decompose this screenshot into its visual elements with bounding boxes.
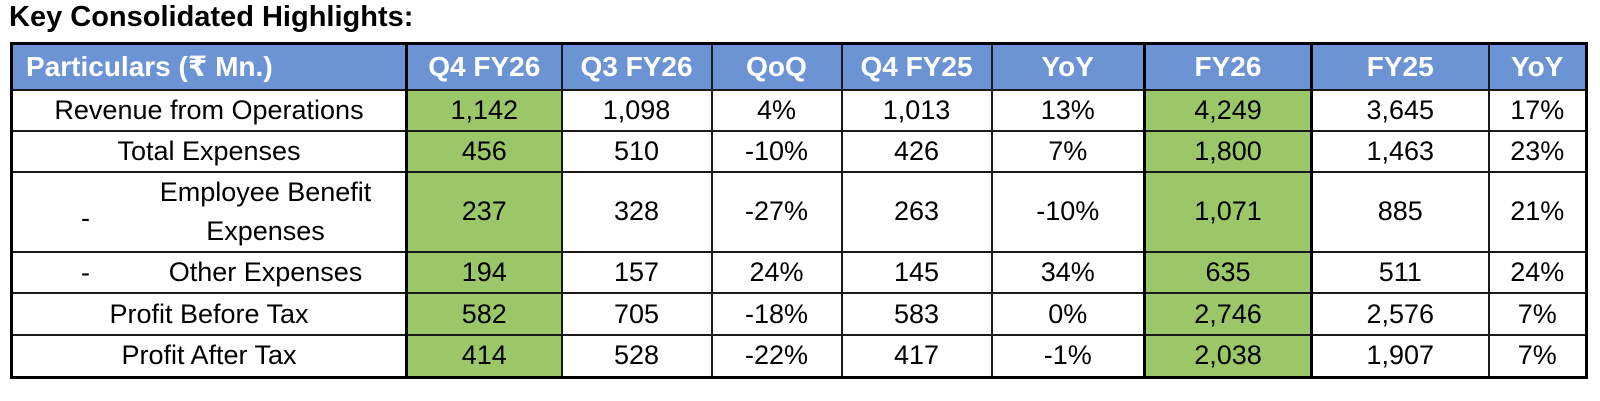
value-cell: 145 xyxy=(840,251,993,295)
value-cell: 1,800 xyxy=(1143,129,1313,173)
table-header-cell: YoY xyxy=(1487,42,1588,91)
row-label-cell: - Other Expenses xyxy=(10,251,408,295)
value-cell: 583 xyxy=(840,292,993,337)
value-cell: 7% xyxy=(1487,292,1588,337)
value-cell: 194 xyxy=(405,251,563,295)
value-cell: 157 xyxy=(560,251,713,295)
value-cell: 34% xyxy=(990,251,1146,295)
value-cell: 7% xyxy=(990,129,1146,173)
value-cell: 4% xyxy=(710,88,843,132)
value-cell: 4,249 xyxy=(1143,88,1313,132)
value-cell: -18% xyxy=(710,292,843,337)
value-cell: 1,013 xyxy=(840,88,993,132)
value-cell: -10% xyxy=(990,170,1146,254)
value-cell: -10% xyxy=(710,129,843,173)
value-cell: 1,071 xyxy=(1143,170,1313,254)
value-cell: 2,576 xyxy=(1310,292,1490,337)
table-row: Revenue from Operations 1,142 1,098 4% 1,013… xyxy=(10,88,1588,132)
row-label-cell: Profit Before Tax xyxy=(10,292,408,337)
highlights-table: Particulars (₹ Mn.) Q4 FY26 Q3 FY26 QoQ Q4 F… xyxy=(10,42,1588,379)
table-header: Particulars (₹ Mn.) Q4 FY26 Q3 FY26 QoQ Q4 F… xyxy=(10,42,1588,91)
table-header-cell: FY26 xyxy=(1143,42,1313,91)
value-cell: 426 xyxy=(840,129,993,173)
value-cell: 2,746 xyxy=(1143,292,1313,337)
table-header-cell: Particulars (₹ Mn.) xyxy=(10,42,408,91)
value-cell: 13% xyxy=(990,88,1146,132)
table-header-cell: QoQ xyxy=(710,42,843,91)
value-cell: 21% xyxy=(1487,170,1588,254)
value-cell: 705 xyxy=(560,292,713,337)
value-cell: 24% xyxy=(1487,251,1588,295)
value-cell: 456 xyxy=(405,129,563,173)
value-cell: 1,098 xyxy=(560,88,713,132)
row-label-cell: Revenue from Operations xyxy=(10,88,408,132)
bullet-dash: - xyxy=(81,202,90,233)
value-cell: 2,038 xyxy=(1143,334,1313,379)
value-cell: 414 xyxy=(405,334,563,379)
row-label-cell: Profit After Tax xyxy=(10,334,408,379)
table-header-row: Particulars (₹ Mn.) Q4 FY26 Q3 FY26 QoQ Q4 F… xyxy=(10,42,1588,91)
table-header-cell: YoY xyxy=(990,42,1146,91)
value-cell: 0% xyxy=(990,292,1146,337)
value-cell: 1,463 xyxy=(1310,129,1490,173)
table-row: Total Expenses 456 510 -10% 426 7% 1,800 1,463 2… xyxy=(10,129,1588,173)
table-header-cell: FY25 xyxy=(1310,42,1490,91)
table-header-cell: Q4 FY26 xyxy=(405,42,563,91)
table-row: - Other Expenses 194 157 24% 145 34% 635 511 24% xyxy=(10,251,1588,295)
value-cell: 528 xyxy=(560,334,713,379)
value-cell: 1,907 xyxy=(1310,334,1490,379)
table-row: - Employee Benefit Expenses 237 328 -27% 263-… xyxy=(10,170,1588,254)
table-row: Profit Before Tax 582 705 -18% 583 0% 2,746 2,5… xyxy=(10,292,1588,337)
row-label-cell: - Employee Benefit Expenses xyxy=(10,170,408,254)
value-cell: 23% xyxy=(1487,129,1588,173)
value-cell: 1,142 xyxy=(405,88,563,132)
value-cell: 885 xyxy=(1310,170,1490,254)
value-cell: -27% xyxy=(710,170,843,254)
value-cell: 17% xyxy=(1487,88,1588,132)
value-cell: 237 xyxy=(405,170,563,254)
value-cell: 7% xyxy=(1487,334,1588,379)
value-cell: 510 xyxy=(560,129,713,173)
bullet-dash: - xyxy=(81,257,90,288)
value-cell: 328 xyxy=(560,170,713,254)
page-title: Key Consolidated Highlights: xyxy=(9,1,414,33)
row-label: Other Expenses xyxy=(168,257,363,288)
table-header-cell: Q4 FY25 xyxy=(840,42,993,91)
value-cell: 3,645 xyxy=(1310,88,1490,132)
value-cell: 24% xyxy=(710,251,843,295)
table-row: Profit After Tax 414 528 -22% 417 -1% 2,038 1,9… xyxy=(10,334,1588,379)
value-cell: 635 xyxy=(1143,251,1313,295)
row-label: Employee Benefit Expenses xyxy=(159,176,372,246)
value-cell: -1% xyxy=(990,334,1146,379)
value-cell: 417 xyxy=(840,334,993,379)
table-body: Revenue from Operations 1,142 1,098 4% 1,013… xyxy=(10,88,1588,379)
value-cell: 582 xyxy=(405,292,563,337)
value-cell: 263 xyxy=(840,170,993,254)
table-header-cell: Q3 FY26 xyxy=(560,42,713,91)
row-label-cell: Total Expenses xyxy=(10,129,408,173)
value-cell: 511 xyxy=(1310,251,1490,295)
value-cell: -22% xyxy=(710,334,843,379)
